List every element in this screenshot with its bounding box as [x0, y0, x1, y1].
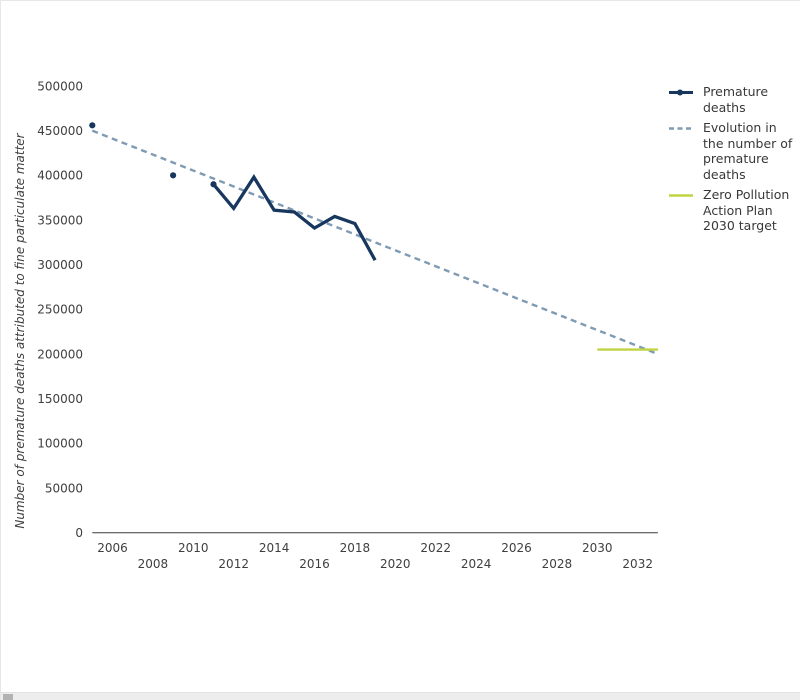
horizontal-scrollbar[interactable] — [1, 692, 800, 700]
y-tick-label: 450000 — [37, 124, 83, 138]
x-tick-label: 2012 — [218, 557, 249, 571]
legend-label: Evolution in the number of premature dea… — [703, 120, 793, 182]
y-tick-label: 250000 — [37, 303, 83, 317]
premature-deaths-marker — [170, 172, 177, 179]
premature-deaths-marker — [210, 181, 217, 188]
y-tick-label: 50000 — [45, 481, 83, 495]
x-tick-label: 2016 — [299, 557, 330, 571]
y-tick-label: 350000 — [37, 213, 83, 227]
x-tick-label: 2008 — [138, 557, 169, 571]
y-tick-label: 0 — [75, 526, 83, 540]
legend-label: Premature deaths — [703, 84, 769, 115]
premature-deaths-line — [212, 174, 377, 262]
x-tick-label: 2010 — [178, 541, 209, 555]
dashed-line-swatch-icon — [669, 127, 693, 130]
y-tick-label: 400000 — [37, 169, 83, 183]
x-tick-label: 2022 — [420, 541, 451, 555]
x-tick-label: 2014 — [259, 541, 290, 555]
y-tick-label: 300000 — [37, 258, 83, 272]
y-tick-label: 500000 — [37, 79, 83, 93]
y-tick-label: 100000 — [37, 437, 83, 451]
x-tick-label: 2028 — [542, 557, 573, 571]
chart-legend: Premature deaths Evolution in the number… — [668, 84, 796, 234]
x-tick-label: 2018 — [340, 541, 371, 555]
y-tick-label: 150000 — [37, 392, 83, 406]
x-tick-label: 2030 — [582, 541, 613, 555]
x-tick-label: 2020 — [380, 557, 411, 571]
y-tick-label: 200000 — [37, 347, 83, 361]
legend-item-zpap-target: Zero Pollution Action Plan 2030 target — [668, 187, 796, 234]
x-tick-label: 2032 — [622, 557, 653, 571]
scrollbar-thumb[interactable] — [3, 694, 13, 700]
x-tick-label: 2026 — [501, 541, 532, 555]
legend-item-premature-deaths: Premature deaths — [668, 84, 796, 115]
y-axis-title: Number of premature deaths attributed to… — [13, 133, 27, 529]
x-tick-label: 2024 — [461, 557, 492, 571]
evolution-trend-line — [91, 129, 659, 356]
legend-item-evolution-trend: Evolution in the number of premature dea… — [668, 120, 796, 182]
x-tick-label: 2006 — [97, 541, 128, 555]
premature-deaths-marker — [89, 122, 96, 129]
legend-label: Zero Pollution Action Plan 2030 target — [703, 187, 790, 233]
solid-line-marker-swatch-icon — [669, 89, 693, 96]
solid-line-swatch-icon — [669, 194, 693, 197]
